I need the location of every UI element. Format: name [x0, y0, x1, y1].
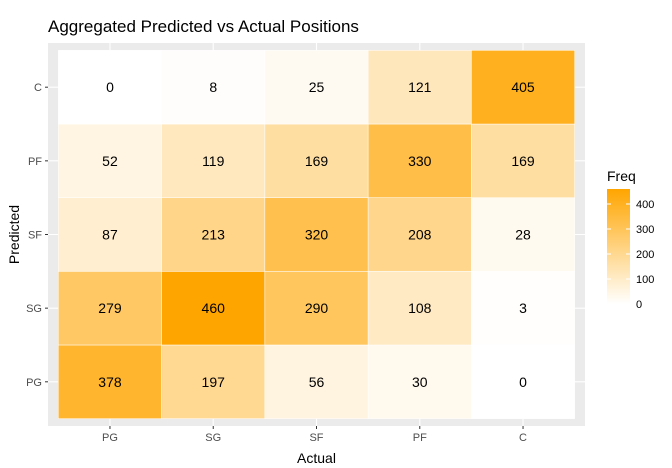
legend-tick-label: 200: [636, 249, 654, 261]
heatmap-cell: [161, 271, 266, 346]
cell-value-label: 0: [106, 79, 114, 95]
cell-value-label: 56: [309, 374, 325, 390]
cell-value-label: 3: [519, 300, 527, 316]
y-axis: PG SG SF PF C: [26, 82, 48, 389]
legend-tick-label: 100: [636, 274, 654, 286]
heatmap-cell: [471, 50, 575, 125]
heatmap-cell: [367, 197, 472, 272]
heatmap-cell: [471, 344, 575, 419]
heatmap-cell: [58, 344, 162, 419]
chart-title: Aggregated Predicted vs Actual Positions: [48, 17, 359, 36]
heatmap-cell: [58, 271, 162, 346]
heatmap-cell: [264, 197, 369, 272]
x-tick-label: PF: [413, 432, 427, 444]
y-tick-label: PG: [26, 377, 42, 389]
heatmap-cells: 378 197 56 30 0 279 460 290 108 3 87 213 320 208 28 52 1…: [58, 50, 575, 419]
cell-value-label: 460: [202, 300, 226, 316]
cell-value-label: 28: [515, 227, 531, 243]
cell-value-label: 405: [511, 79, 535, 95]
y-tick-label: C: [34, 82, 42, 94]
heatmap-cell: [264, 50, 369, 125]
heatmap-cell: [471, 271, 575, 346]
cell-value-label: 330: [408, 153, 432, 169]
y-tick-label: PF: [28, 156, 42, 168]
cell-value-label: 320: [305, 227, 329, 243]
cell-value-label: 0: [519, 374, 527, 390]
legend-tick-label: 400: [636, 199, 654, 211]
y-tick-label: SF: [28, 230, 42, 242]
heatmap-cell: [367, 50, 472, 125]
cell-value-label: 169: [305, 153, 329, 169]
cell-value-label: 8: [209, 79, 217, 95]
heatmap-cell: [58, 123, 162, 198]
y-axis-title: Predicted: [6, 205, 22, 264]
x-tick-label: SG: [205, 432, 221, 444]
x-tick-label: SF: [309, 432, 323, 444]
heatmap-cell: [161, 197, 266, 272]
heatmap-cell: [367, 344, 472, 419]
heatmap-cell: [264, 344, 369, 419]
heatmap-cell: [471, 197, 575, 272]
cell-value-label: 213: [202, 227, 226, 243]
cell-value-label: 208: [408, 227, 432, 243]
y-tick-label: SG: [26, 303, 42, 315]
legend-title: Freq: [607, 168, 636, 184]
cell-value-label: 121: [408, 79, 432, 95]
cell-value-label: 52: [102, 153, 118, 169]
legend-colorbar: [607, 189, 630, 304]
cell-value-label: 108: [408, 300, 432, 316]
legend: Freq 0 100 200 300 400: [607, 168, 654, 311]
cell-value-label: 30: [412, 374, 428, 390]
x-axis: PG SG SF PF C: [102, 426, 527, 444]
cell-value-label: 25: [309, 79, 325, 95]
cell-value-label: 119: [202, 153, 225, 169]
x-axis-title: Actual: [297, 450, 336, 466]
heatmap-cell: [161, 123, 266, 198]
cell-value-label: 197: [202, 374, 226, 390]
heatmap-cell: [471, 123, 575, 198]
cell-value-label: 290: [305, 300, 329, 316]
cell-value-label: 169: [511, 153, 535, 169]
cell-value-label: 378: [98, 374, 122, 390]
legend-tick-label: 300: [636, 224, 654, 236]
x-tick-label: C: [519, 432, 527, 444]
cell-value-label: 279: [98, 300, 122, 316]
heatmap-cell: [161, 50, 266, 125]
heatmap-cell: [367, 271, 472, 346]
cell-value-label: 87: [102, 227, 118, 243]
heatmap-cell: [264, 123, 369, 198]
heatmap-cell: [161, 344, 266, 419]
legend-tick-label: 0: [636, 299, 642, 311]
x-tick-label: PG: [102, 432, 118, 444]
